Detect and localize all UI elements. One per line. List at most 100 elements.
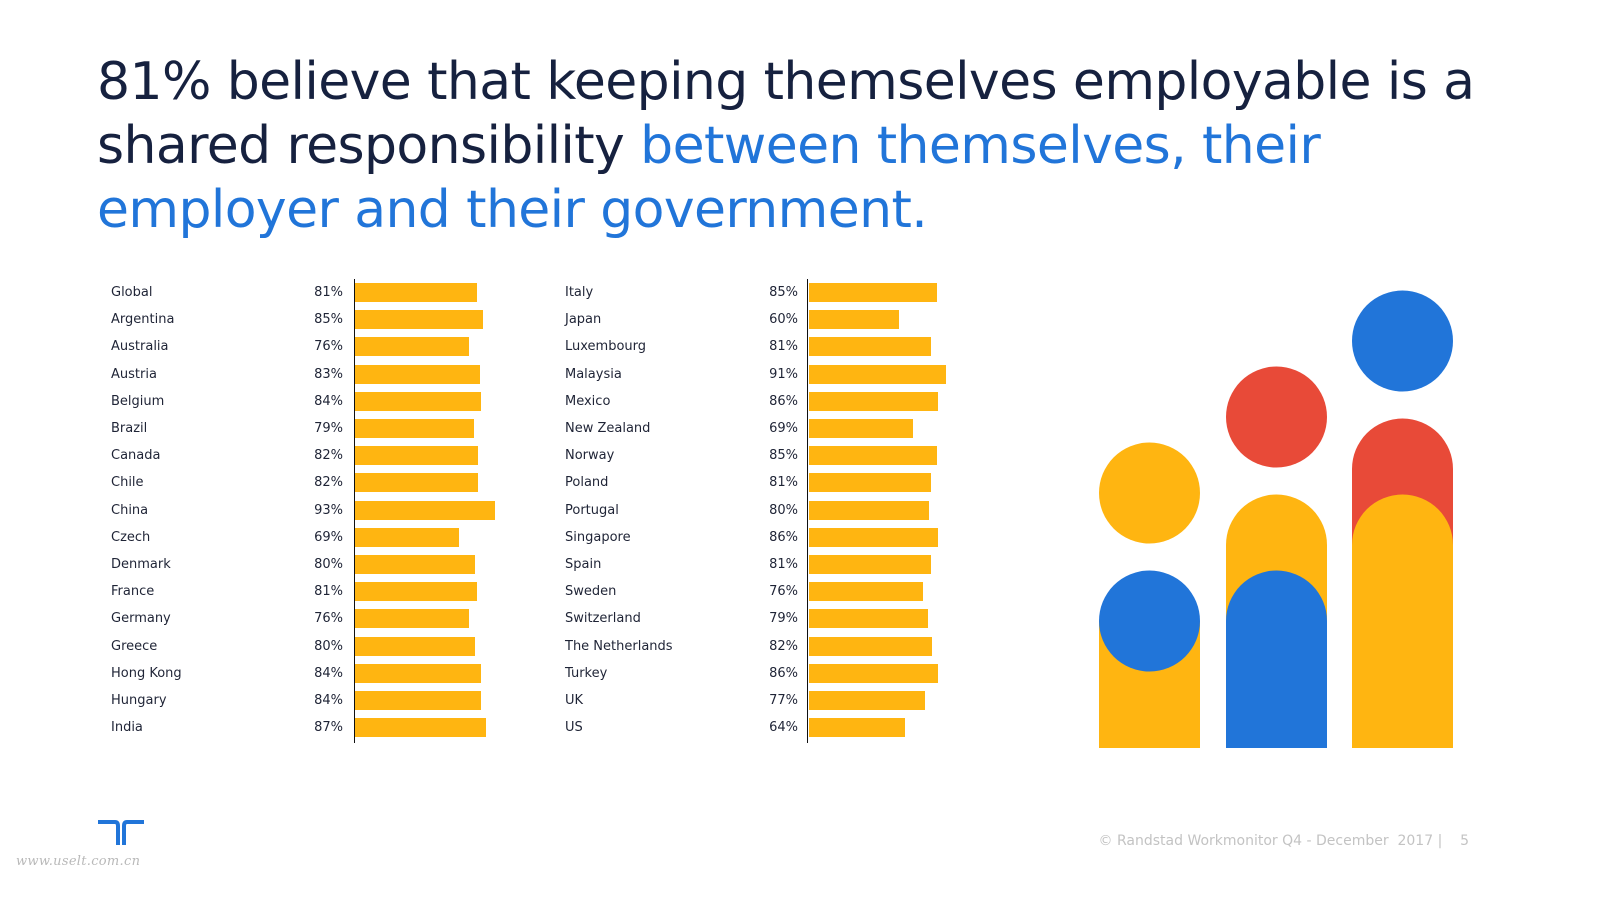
country-label: Mexico [565,393,611,409]
value-label: 91% [769,366,798,382]
country-label: Switzerland [565,611,641,627]
value-label: 86% [769,665,798,681]
person1-head [1099,442,1200,544]
slide-title: 81% believe that keeping themselves empl… [97,50,1517,242]
country-label: Norway [565,448,615,464]
value-label: 69% [314,529,343,545]
value-label: 76% [769,584,798,600]
person2-blue-body [1226,570,1327,748]
person3-head [1352,290,1453,392]
bar [809,636,932,656]
bar [809,473,931,493]
bar [355,419,474,438]
randstad-logo-icon [98,820,144,845]
axis-line-left [354,279,355,744]
country-label: Argentina [111,312,175,328]
bar [809,391,938,411]
value-label: 81% [769,557,798,572]
bar [355,663,481,683]
country-label: Spain [565,557,602,572]
value-label: 79% [769,611,798,627]
country-label: Austria [111,366,157,382]
country-label: Singapore [565,529,631,545]
bar [809,419,913,438]
country-label: Global [111,285,153,300]
bar [809,663,938,683]
bar [355,718,486,738]
value-label: 81% [769,339,798,355]
value-label: 83% [314,366,343,382]
country-label: Belgium [111,393,165,409]
value-label: 77% [769,693,798,708]
bar [809,364,946,384]
bar [355,364,480,384]
value-label: 80% [769,502,798,518]
country-bar-chart: Global 81% Argentina 85% Australia 76% Austria… [111,279,946,744]
bar [355,283,477,302]
bar [355,310,483,330]
value-label: 69% [769,421,798,436]
value-label: 85% [769,448,798,464]
country-label: The Netherlands [565,638,673,654]
bar [809,283,937,302]
bar [809,337,931,357]
value-label: 76% [314,339,343,355]
title-accent-part: between themselves, their employer and t… [97,116,1321,240]
bar [355,391,481,411]
country-label: Australia [111,339,169,355]
country-label: Malaysia [565,366,622,382]
country-label: Denmark [111,557,171,572]
value-label: 85% [769,285,798,300]
person2-yellow-body [1226,494,1327,748]
value-label: 80% [314,638,343,654]
country-label: China [111,502,149,518]
country-label: Czech [111,529,151,545]
title-dark-part: 81% believe that keeping themselves empl… [97,52,1475,176]
value-label: 81% [314,584,343,600]
country-label: India [111,720,143,736]
country-label: New Zealand [565,421,651,436]
country-label: US [565,720,583,736]
country-label: Hungary [111,693,167,708]
value-label: 87% [314,720,343,736]
country-label: Italy [565,285,594,300]
value-label: 81% [769,475,798,491]
bar [809,555,931,574]
value-label: 76% [314,611,343,627]
country-label: Greece [111,638,158,654]
bar [809,446,937,466]
country-label: Brazil [111,421,148,436]
value-label: 79% [314,421,343,436]
value-label: 84% [314,393,343,409]
bar [809,500,929,520]
footer-copyright: © Randstad Workmonitor Q4 - December 201… [1098,833,1469,849]
country-label: Canada [111,448,161,464]
country-label: Hong Kong [111,665,182,681]
value-label: 82% [314,448,343,464]
bar [809,582,923,602]
country-label: Portugal [565,502,619,518]
value-label: 86% [769,393,798,409]
bar [355,609,469,629]
country-label: Germany [111,611,171,627]
value-label: 81% [314,285,343,300]
bar [355,636,475,656]
country-label: Poland [565,475,609,491]
country-label: France [111,584,155,600]
value-label: 82% [314,475,343,491]
value-label: 82% [769,638,798,654]
value-label: 85% [314,312,343,328]
country-label: UK [565,693,584,708]
bar [809,609,928,629]
country-label: Japan [565,312,602,328]
country-label: Chile [111,475,144,491]
bar [355,555,475,574]
bar [355,337,469,357]
value-label: 84% [314,665,343,681]
bar [355,691,481,710]
bar [809,718,905,738]
bar [355,582,477,602]
value-label: 93% [314,502,343,518]
person3-red-body [1352,418,1453,748]
value-label: 64% [769,720,798,736]
